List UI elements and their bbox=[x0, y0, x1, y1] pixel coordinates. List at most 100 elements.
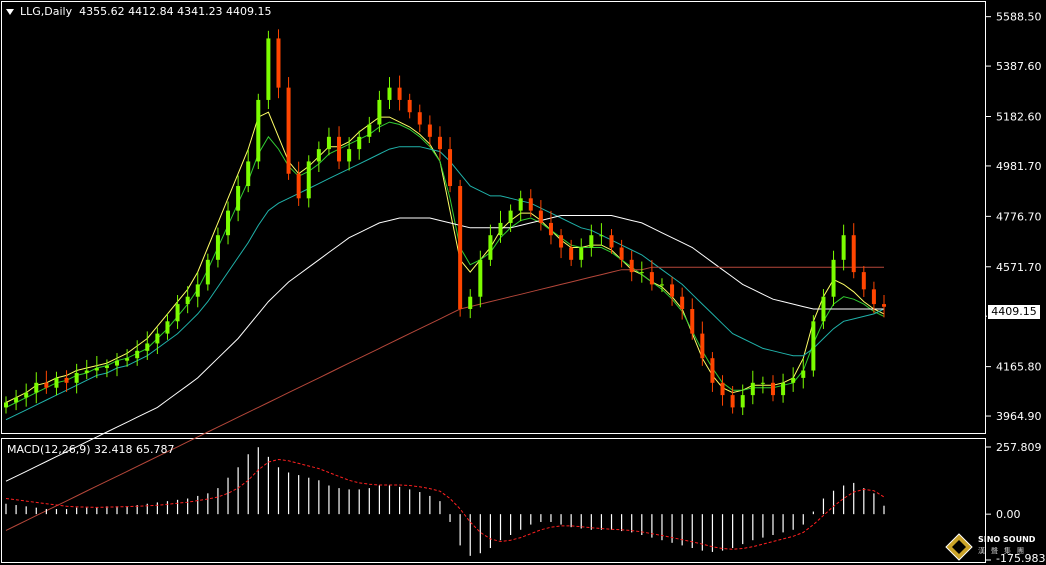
candle-body bbox=[589, 235, 594, 248]
candle-body bbox=[629, 259, 634, 273]
candle-body bbox=[135, 350, 140, 359]
candle-body bbox=[226, 210, 231, 236]
candle-body bbox=[427, 124, 432, 137]
candle-body bbox=[559, 235, 564, 248]
candle-body bbox=[4, 402, 8, 408]
candle-body bbox=[24, 392, 29, 398]
ma-line-4 bbox=[5, 215, 884, 482]
logo-subtext: 漢聲集團 bbox=[978, 547, 1030, 555]
candle-body bbox=[680, 296, 685, 310]
candle-body bbox=[296, 173, 301, 199]
candle-body bbox=[104, 365, 109, 369]
candle-body bbox=[246, 161, 251, 187]
macd-tick-label: 257.809 bbox=[996, 441, 1042, 454]
price-tick-label: 3964.90 bbox=[996, 410, 1042, 423]
candle-body bbox=[690, 309, 695, 334]
candle-body bbox=[185, 296, 190, 305]
price-tick-label: 4165.80 bbox=[996, 361, 1042, 374]
ma-line-2 bbox=[5, 121, 885, 408]
candle-body bbox=[488, 235, 493, 260]
price-tick-label: 4981.70 bbox=[996, 160, 1042, 173]
candle-body bbox=[801, 370, 806, 378]
ma-line-3 bbox=[5, 146, 885, 421]
price-panel-frame bbox=[1, 1, 986, 434]
candle-body bbox=[710, 358, 715, 383]
candle-body bbox=[851, 235, 856, 273]
candle-body bbox=[649, 272, 654, 285]
candle-body bbox=[387, 87, 392, 100]
candle-body bbox=[518, 198, 523, 211]
candle-body bbox=[14, 397, 19, 403]
price-tick-label: 5588.50 bbox=[996, 11, 1042, 24]
candle-body bbox=[730, 395, 735, 408]
candle-body bbox=[781, 382, 786, 396]
candle-body bbox=[740, 395, 745, 408]
candle-body bbox=[417, 112, 422, 125]
macd-tick-label: -175.983 bbox=[996, 552, 1045, 565]
candle-body bbox=[34, 382, 39, 393]
symbol-menu-triangle-icon[interactable] bbox=[6, 9, 14, 15]
current-price-tag: 4409.15 bbox=[987, 304, 1041, 320]
candles bbox=[4, 29, 886, 416]
candle-body bbox=[266, 38, 271, 100]
candle-body bbox=[357, 136, 362, 150]
candle-body bbox=[619, 247, 624, 260]
candle-body bbox=[125, 358, 130, 361]
price-tick-label: 5182.60 bbox=[996, 111, 1042, 124]
candle-body bbox=[659, 284, 664, 286]
candle-body bbox=[861, 272, 866, 290]
candle-body bbox=[811, 321, 816, 371]
logo-text: SINO SOUND bbox=[978, 535, 1036, 544]
candle-body bbox=[770, 382, 775, 396]
candle-body bbox=[74, 372, 79, 383]
macd-tick-label: 0.00 bbox=[996, 508, 1021, 521]
candle-body bbox=[448, 149, 453, 187]
candle-body bbox=[256, 99, 261, 162]
candle-body bbox=[882, 304, 886, 307]
candle-body bbox=[821, 296, 826, 322]
candle-body bbox=[548, 222, 553, 236]
candle-body bbox=[347, 149, 352, 162]
macd-panel-frame bbox=[1, 438, 986, 563]
candle-body bbox=[831, 259, 836, 297]
candle-body bbox=[700, 333, 705, 359]
chart-title: LLG,Daily 4355.62 4412.84 4341.23 4409.1… bbox=[20, 5, 272, 18]
candle-body bbox=[64, 377, 69, 383]
price-tick-label: 4571.70 bbox=[996, 261, 1042, 274]
price-tick-label: 4776.70 bbox=[996, 210, 1042, 223]
candle-body bbox=[326, 136, 331, 150]
macd-axis: 257.809 0.00 -175.983 bbox=[986, 441, 1045, 565]
ma-line-5 bbox=[5, 266, 884, 531]
candle-body bbox=[276, 38, 281, 88]
candle-body bbox=[215, 235, 220, 260]
candle-body bbox=[145, 343, 150, 351]
candle-body bbox=[337, 136, 342, 162]
candle-body bbox=[750, 382, 755, 396]
candle-body bbox=[205, 259, 210, 285]
candle-body bbox=[579, 247, 584, 260]
candle-body bbox=[236, 186, 241, 211]
candle-body bbox=[407, 99, 412, 113]
candle-body bbox=[478, 259, 483, 297]
macd-signal-line bbox=[5, 458, 885, 550]
candle-body bbox=[175, 304, 180, 322]
candle-body bbox=[599, 235, 604, 237]
candle-body bbox=[841, 235, 846, 260]
sino-sound-logo: SINO SOUND 漢聲集團 bbox=[944, 532, 1044, 564]
candle-body bbox=[498, 222, 503, 236]
candle-body bbox=[508, 210, 513, 223]
candle-body bbox=[54, 377, 59, 388]
candle-body bbox=[720, 382, 725, 396]
candle-body bbox=[609, 235, 614, 248]
price-tick-label: 5387.60 bbox=[996, 60, 1042, 73]
candle-body bbox=[44, 382, 49, 388]
candle-body bbox=[468, 296, 473, 310]
candle-body bbox=[397, 87, 402, 100]
candle-body bbox=[195, 284, 200, 297]
candle-body bbox=[528, 198, 533, 211]
moving-averages bbox=[5, 111, 885, 531]
candle-body bbox=[670, 284, 675, 297]
candle-body bbox=[871, 289, 876, 305]
candle-body bbox=[84, 370, 89, 373]
candle-body bbox=[639, 272, 644, 274]
